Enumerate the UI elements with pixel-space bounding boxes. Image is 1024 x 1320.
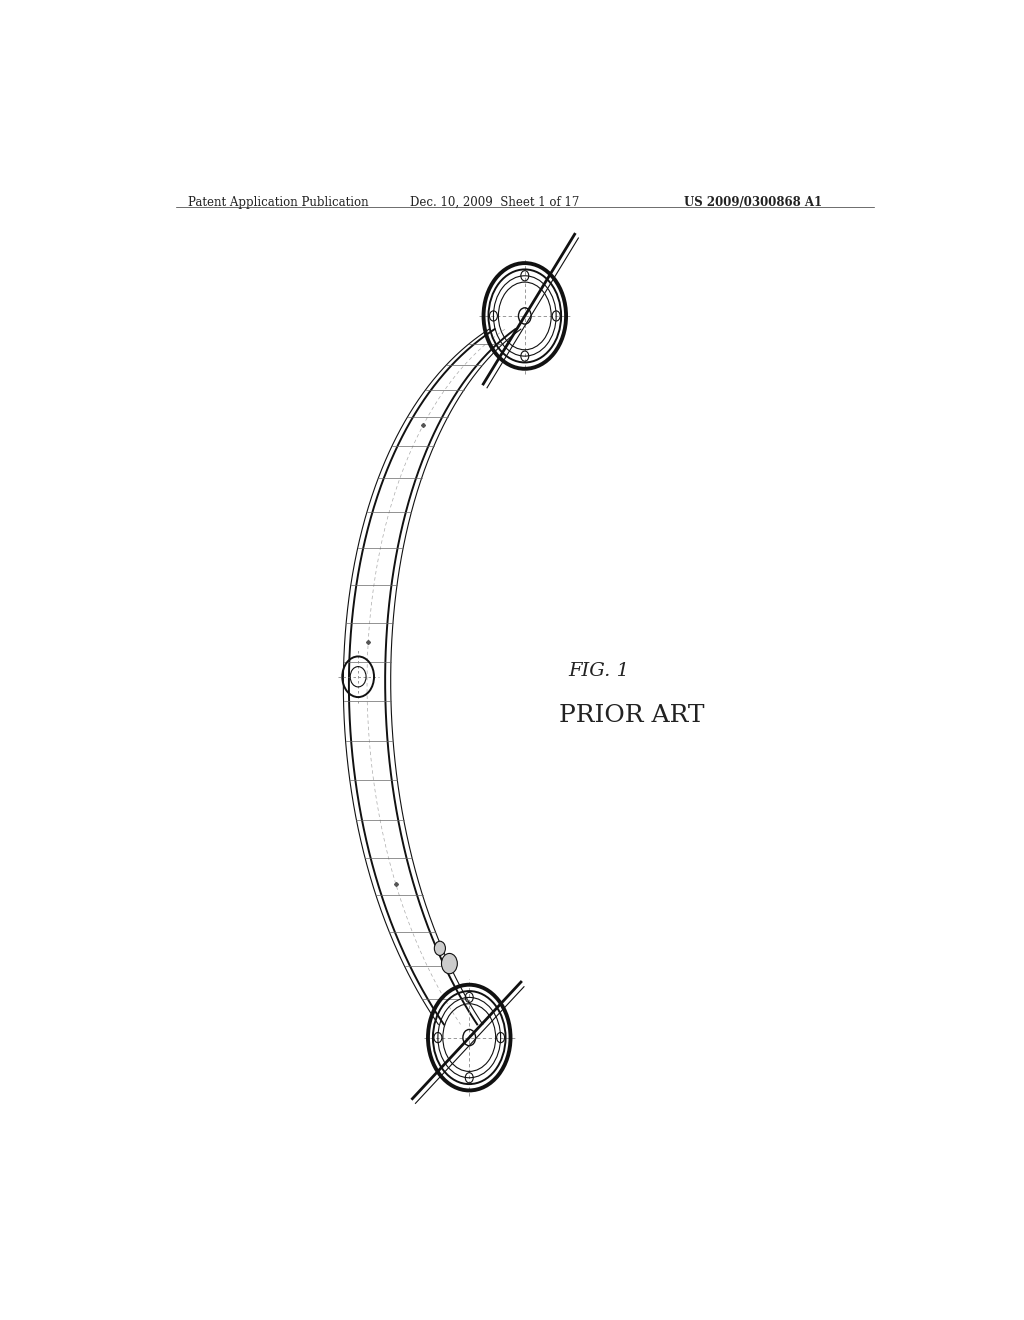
Text: US 2009/0300868 A1: US 2009/0300868 A1 (684, 195, 821, 209)
Text: PRIOR ART: PRIOR ART (559, 704, 705, 727)
Text: Patent Application Publication: Patent Application Publication (187, 195, 369, 209)
Circle shape (441, 953, 458, 974)
Circle shape (434, 941, 445, 956)
Text: FIG. 1: FIG. 1 (568, 661, 630, 680)
Text: Dec. 10, 2009  Sheet 1 of 17: Dec. 10, 2009 Sheet 1 of 17 (410, 195, 580, 209)
